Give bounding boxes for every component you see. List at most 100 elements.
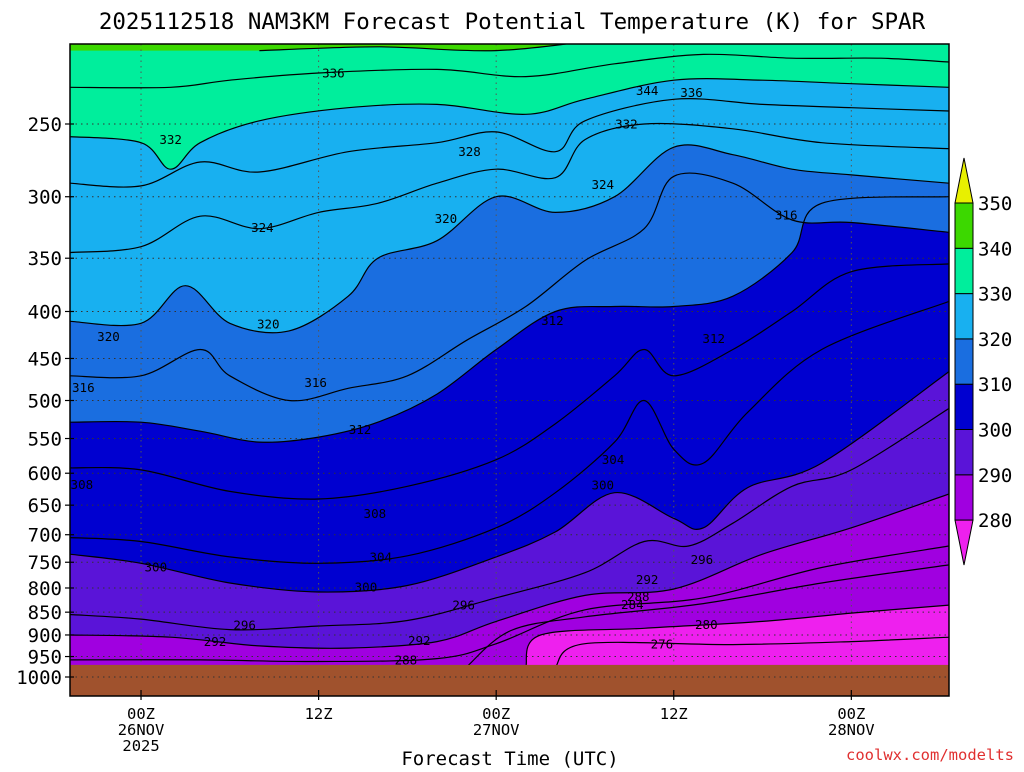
colorbar-bin-320 [954, 293, 974, 340]
y-tick-label-700: 700 [28, 525, 62, 547]
colorbar-label-310: 310 [978, 374, 1012, 396]
isentrope-292 [70, 493, 949, 649]
contour-label-324: 324 [591, 177, 614, 192]
contour-label-304: 304 [369, 549, 392, 564]
chart-title: 2025112518 NAM3KM Forecast Potential Tem… [99, 9, 926, 35]
colorbar-label-330: 330 [978, 284, 1012, 306]
y-tick-label-650: 650 [28, 495, 62, 517]
contour-label-312: 312 [541, 313, 564, 328]
y-tick-label-300: 300 [28, 187, 62, 209]
contour-label-344: 344 [636, 83, 659, 98]
x-axis-title: Forecast Time (UTC) [401, 748, 618, 768]
colorbar-bin-310 [954, 338, 974, 385]
y-tick-label-250: 250 [28, 114, 62, 136]
fill-band-336 [70, 44, 949, 88]
y-tick-label-350: 350 [28, 248, 62, 270]
isentrope-300 [70, 371, 949, 593]
colorbar-bin-340 [954, 202, 974, 249]
contour-label-276: 276 [651, 637, 674, 652]
y-tick-label-500: 500 [28, 391, 62, 413]
x-tick-label-0: 00Z [127, 705, 155, 723]
y-axis: 2503003504004505005506006507007508008509… [16, 114, 74, 689]
isentrope-320 [70, 144, 949, 334]
x-tick-year-0: 2025 [122, 737, 159, 755]
x-tick-date-48: 28NOV [828, 721, 875, 739]
colorbar-bin-280 [954, 474, 974, 521]
contour-label-332: 332 [615, 117, 638, 132]
isentrope-336 [70, 53, 949, 89]
y-tick-label-900: 900 [28, 625, 62, 647]
x-tick-date-0: 26NOV [118, 721, 165, 739]
colorbar-bin-300 [954, 383, 974, 431]
contour-label-320: 320 [97, 329, 120, 344]
isentrope-288 [70, 545, 949, 663]
colorbar-label-280: 280 [978, 510, 1012, 532]
x-tick-date-24: 27NOV [473, 721, 520, 739]
isentrope-316 [70, 172, 949, 402]
contour-label-316: 316 [775, 207, 798, 222]
isentrope-284 [466, 564, 949, 668]
isentrope-296 [70, 407, 949, 631]
contour-label-320: 320 [257, 317, 280, 332]
contour-label-336: 336 [680, 85, 703, 100]
contour-label-layer: 336 344 336 332 332 328 324 324 320 316 320 320 312 3… [71, 66, 798, 668]
y-tick-label-550: 550 [28, 429, 62, 451]
isentrope-276 [554, 636, 949, 668]
ground-terrain [70, 664, 949, 696]
contour-label-312: 312 [702, 331, 725, 346]
isentrope-308 [70, 263, 949, 500]
contour-label-296: 296 [452, 598, 475, 613]
contour-label-320: 320 [435, 211, 458, 226]
colorbar-cap-bottom [954, 519, 974, 566]
isentrope-312 [70, 196, 949, 443]
colorbar-bin-330 [954, 247, 974, 295]
colorbar-label-290: 290 [978, 465, 1012, 487]
contour-label-324: 324 [251, 220, 274, 235]
isentrope-324 [70, 122, 949, 254]
y-tick-label-850: 850 [28, 602, 62, 624]
colorbar: 280 290 300 310 320 330 340 350 [954, 157, 1012, 566]
colorbar-label-350: 350 [978, 193, 1012, 215]
isentrope-304 [70, 300, 949, 564]
contour-label-304: 304 [602, 452, 625, 467]
contour-fill-layer [70, 44, 949, 696]
colorbar-bin-290 [954, 429, 974, 476]
x-tick-label-12: 12Z [305, 705, 333, 723]
contour-label-328: 328 [458, 144, 481, 159]
contour-label-316: 316 [304, 375, 327, 390]
isentrope-layer [70, 44, 949, 668]
contour-label-288: 288 [627, 589, 650, 604]
isentrope-332 [70, 78, 949, 170]
x-tick-label-36: 12Z [660, 705, 688, 723]
x-tick-label-48: 00Z [837, 705, 865, 723]
isentrope-328 [70, 98, 949, 188]
contour-label-308: 308 [364, 506, 387, 521]
contour-label-292: 292 [408, 633, 431, 648]
colorbar-cap-top [954, 157, 974, 204]
credit-text: coolwx.com/modelts [846, 746, 1014, 764]
contour-label-288: 288 [395, 652, 418, 667]
contour-label-280: 280 [695, 617, 718, 632]
contour-label-308: 308 [71, 477, 94, 492]
y-tick-label-450: 450 [28, 348, 62, 370]
colorbar-label-300: 300 [978, 420, 1012, 442]
contour-label-300: 300 [591, 478, 614, 493]
y-tick-label-750: 750 [28, 552, 62, 574]
y-tick-label-1000: 1000 [16, 667, 62, 689]
plot-frame [69, 43, 950, 697]
contour-label-312: 312 [349, 422, 372, 437]
ground-layer [70, 664, 949, 696]
y-tick-label-600: 600 [28, 463, 62, 485]
contour-label-300: 300 [145, 560, 168, 575]
x-tick-label-24: 00Z [482, 705, 510, 723]
isentrope-280 [525, 604, 949, 668]
y-tick-label-950: 950 [28, 647, 62, 669]
y-tick-label-400: 400 [28, 301, 62, 323]
contour-label-332: 332 [159, 132, 182, 147]
colorbar-label-320: 320 [978, 329, 1012, 351]
contour-label-316: 316 [72, 380, 95, 395]
colorbar-label-340: 340 [978, 238, 1012, 260]
contour-label-292: 292 [636, 572, 659, 587]
